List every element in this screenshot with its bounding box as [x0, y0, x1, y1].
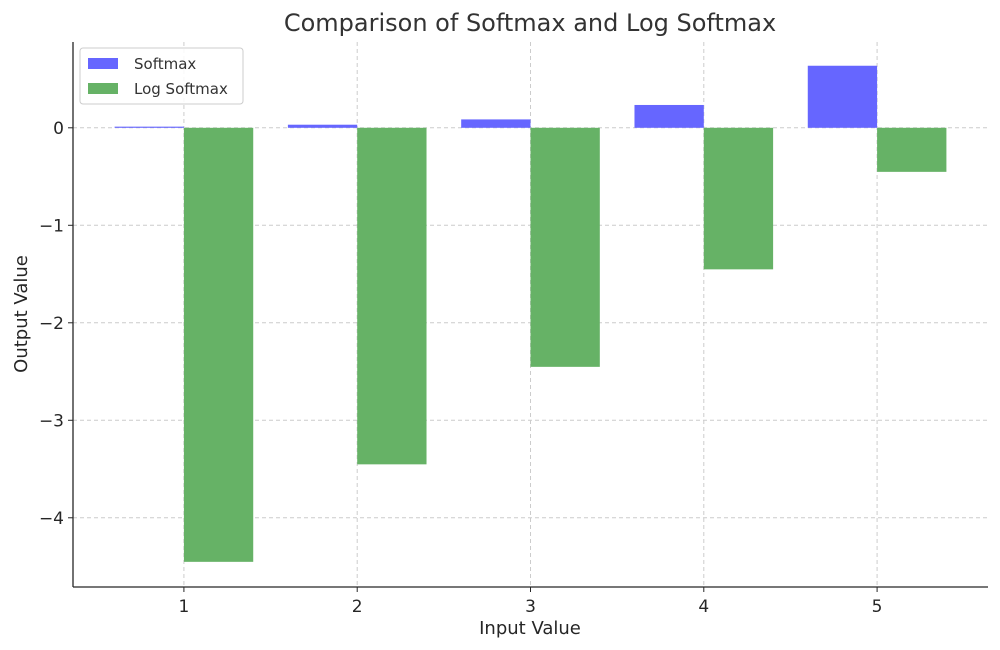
x-tick-label: 1: [178, 597, 189, 617]
chart-title: Comparison of Softmax and Log Softmax: [284, 9, 776, 37]
x-tick-label: 3: [525, 597, 536, 617]
bars: [114, 65, 947, 562]
bar-log-softmax-3: [530, 127, 600, 367]
legend-label-softmax: Softmax: [134, 55, 196, 73]
bar-log-softmax-1: [183, 127, 254, 562]
x-tick-label: 4: [698, 597, 709, 617]
y-tick-label: −4: [39, 509, 64, 529]
bar-log-softmax-5: [877, 127, 947, 172]
bar-softmax-1: [114, 126, 184, 128]
bar-log-softmax-2: [357, 127, 427, 465]
bar-softmax-2: [287, 124, 358, 128]
bar-log-softmax-4: [703, 127, 774, 270]
x-tick-label: 5: [872, 597, 883, 617]
bar-softmax-5: [807, 65, 878, 128]
legend-swatch-log-softmax: [88, 83, 118, 94]
y-tick-label: −1: [39, 216, 64, 236]
y-axis-label: Output Value: [11, 255, 32, 373]
bar-softmax-3: [461, 119, 531, 128]
legend-label-log-softmax: Log Softmax: [134, 80, 228, 98]
ticks: 0 −1 −2 −3 −4 1 2 3 4 5: [39, 119, 883, 617]
legend-box: [79, 47, 244, 105]
bar-softmax-4: [634, 104, 704, 128]
x-axis-label: Input Value: [479, 618, 581, 639]
y-tick-label: −2: [39, 314, 64, 334]
y-tick-label: −3: [39, 411, 64, 431]
legend-swatch-softmax: [88, 58, 118, 69]
y-tick-label: 0: [53, 119, 64, 139]
x-tick-label: 2: [352, 597, 363, 617]
legend: Softmax Log Softmax: [79, 47, 244, 105]
